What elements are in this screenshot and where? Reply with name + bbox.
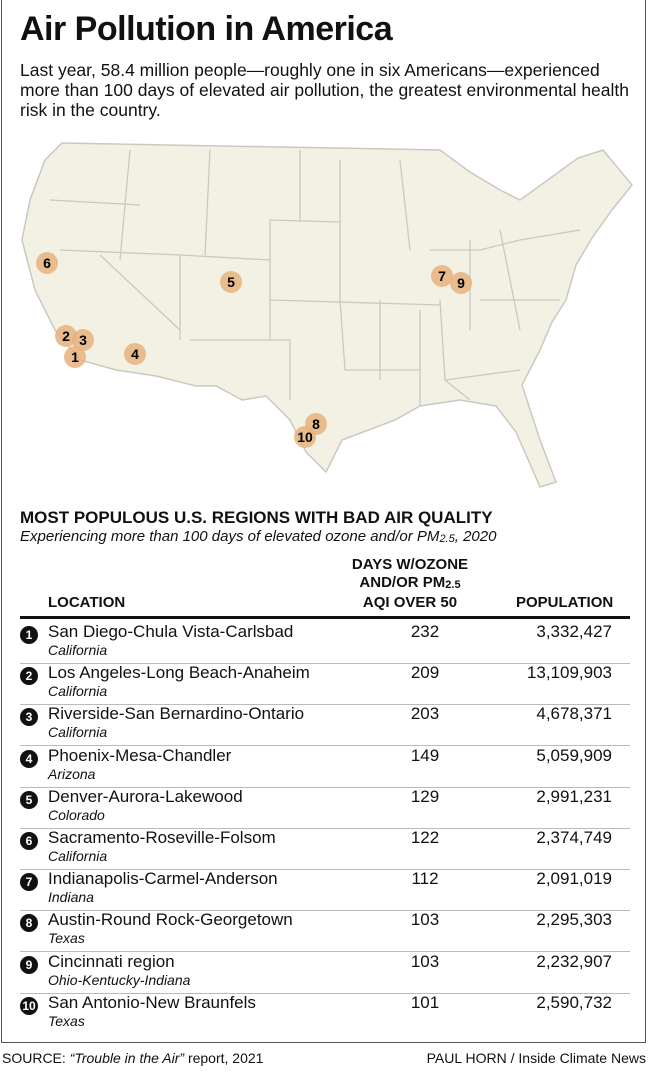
days-value: 122 (410, 828, 440, 847)
population-value: 2,295,303 (536, 910, 612, 930)
svg-text:3: 3 (79, 332, 87, 348)
table-row: 6 Sacramento-Roseville-Folsom California… (20, 828, 630, 870)
days-value: 209 (410, 663, 440, 683)
days-value: 112 (411, 869, 439, 889)
table-title: MOST POPULOUS U.S. REGIONS WITH BAD AIR … (20, 508, 493, 527)
days-value: 103 (410, 910, 440, 930)
population-value: 3,332,427 (536, 622, 612, 641)
region-state: California (48, 724, 108, 741)
marker-10: 10 (294, 426, 316, 448)
rank-badge: 8 (20, 914, 38, 933)
markers: 6 2 3 1 4 5 7 9 8 10 (36, 252, 472, 448)
marker-1: 1 (64, 346, 86, 368)
rank-badge: 2 (20, 667, 38, 686)
population-value: 5,059,909 (536, 745, 612, 765)
population-value: 2,590,732 (536, 992, 612, 1012)
population-value: 2,232,907 (536, 951, 612, 971)
rank-badge: 10 (20, 996, 38, 1015)
svg-text:1: 1 (71, 349, 79, 365)
region-name: Sacramento-Roseville-Folsom (48, 828, 276, 847)
col-header-population: POPULATION (516, 594, 614, 611)
svg-text:2: 2 (62, 328, 70, 344)
marker-2: 2 (55, 325, 77, 347)
svg-text:5: 5 (227, 274, 235, 290)
population-value: 2,991,231 (536, 786, 612, 806)
table-row: 10 San Antonio-New Braunfels Texas 101 2… (20, 993, 630, 1034)
region-state: Indiana (48, 889, 94, 906)
svg-text:8: 8 (312, 416, 320, 432)
region-state: Texas (48, 1012, 85, 1029)
table-row: 3 Riverside-San Bernardino-Ontario Calif… (20, 704, 630, 747)
region-name: Denver-Aurora-Lakewood (48, 786, 243, 806)
days-value: 103 (410, 951, 440, 971)
col-header-days: DAYS W/OZONE AND/OR PM2.5 AQI OVER 50 (351, 556, 469, 611)
region-state: Ohio-Kentucky-Indiana (48, 971, 191, 988)
svg-text:9: 9 (457, 275, 465, 291)
table-row: 5 Denver-Aurora-Lakewood Colorado 129 2,… (20, 787, 630, 829)
marker-4: 4 (124, 343, 146, 365)
region-state: California (48, 642, 108, 658)
source-note: SOURCE: “Trouble in the Air” report, 202… (2, 1050, 264, 1066)
region-state: California (48, 683, 108, 700)
table-row: 2 Los Angeles-Long Beach-Anaheim Califor… (20, 663, 630, 706)
rank-badge: 9 (20, 955, 38, 974)
rank-badge: 7 (20, 873, 38, 892)
days-value: 203 (410, 704, 440, 724)
svg-text:6: 6 (43, 255, 51, 271)
us-map: 6 2 3 1 4 5 7 9 8 10 (21, 142, 633, 488)
region-name: Indianapolis-Carmel-Anderson (48, 869, 278, 889)
marker-3: 3 (72, 329, 94, 351)
rank-badge: 4 (20, 749, 38, 768)
intro-text: Last year, 58.4 million people—roughly o… (20, 60, 629, 120)
population-value: 4,678,371 (536, 704, 612, 724)
marker-9: 9 (450, 272, 472, 294)
days-value: 149 (410, 745, 440, 765)
table-row: 7 Indianapolis-Carmel-Anderson Indiana 1… (20, 869, 630, 912)
svg-text:7: 7 (438, 268, 446, 284)
page-title: Air Pollution in America (20, 10, 393, 48)
region-name: San Antonio-New Braunfels (48, 992, 256, 1012)
header-rule (20, 616, 630, 619)
region-name: San Diego-Chula Vista-Carlsbad (48, 622, 294, 641)
svg-text:10: 10 (297, 429, 313, 445)
region-state: California (48, 848, 108, 864)
region-state: Arizona (48, 765, 96, 782)
region-state: Texas (48, 930, 85, 947)
rank-badge: 1 (20, 626, 38, 644)
credit: PAUL HORN / Inside Climate News (426, 1050, 646, 1066)
region-name: Cincinnati region (48, 951, 175, 971)
region-name: Riverside-San Bernardino-Ontario (48, 704, 305, 724)
infographic-frame (1, 0, 646, 1043)
table-row: 4 Phoenix-Mesa-Chandler Arizona 149 5,05… (20, 746, 630, 788)
region-name: Austin-Round Rock-Georgetown (48, 910, 293, 930)
days-value: 129 (410, 786, 440, 806)
col-header-location: LOCATION (48, 594, 126, 611)
days-value: 101 (410, 992, 440, 1012)
population-value: 2,091,019 (536, 869, 612, 889)
marker-7: 7 (431, 265, 453, 287)
region-name: Phoenix-Mesa-Chandler (48, 745, 232, 765)
marker-6: 6 (36, 252, 58, 274)
table-row: 9 Cincinnati region Ohio-Kentucky-Indian… (20, 952, 630, 994)
table-row: 8 Austin-Round Rock-Georgetown Texas 103… (20, 910, 630, 953)
table-subtitle: Experiencing more than 100 days of eleva… (20, 528, 497, 545)
population-value: 2,374,749 (536, 828, 612, 847)
rank-badge: 6 (20, 832, 38, 850)
region-state: Colorado (48, 806, 105, 823)
svg-text:4: 4 (131, 346, 139, 362)
region-name: Los Angeles-Long Beach-Anaheim (48, 663, 310, 683)
rank-badge: 5 (20, 790, 38, 809)
table-row: 1 San Diego-Chula Vista-Carlsbad Califor… (20, 622, 630, 664)
rank-badge: 3 (20, 708, 38, 727)
marker-5: 5 (220, 271, 242, 293)
days-value: 232 (410, 622, 440, 641)
population-value: 13,109,903 (526, 663, 612, 683)
us-outline (21, 142, 633, 488)
